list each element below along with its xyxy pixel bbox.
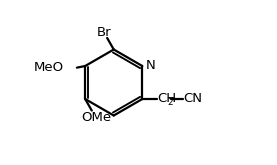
Text: 2: 2 [167,98,173,107]
Text: Br: Br [97,27,111,39]
Text: CH: CH [158,92,177,105]
Text: N: N [146,59,156,72]
Text: OMe: OMe [82,111,112,124]
Text: CN: CN [183,92,202,105]
Text: MeO: MeO [34,61,64,74]
